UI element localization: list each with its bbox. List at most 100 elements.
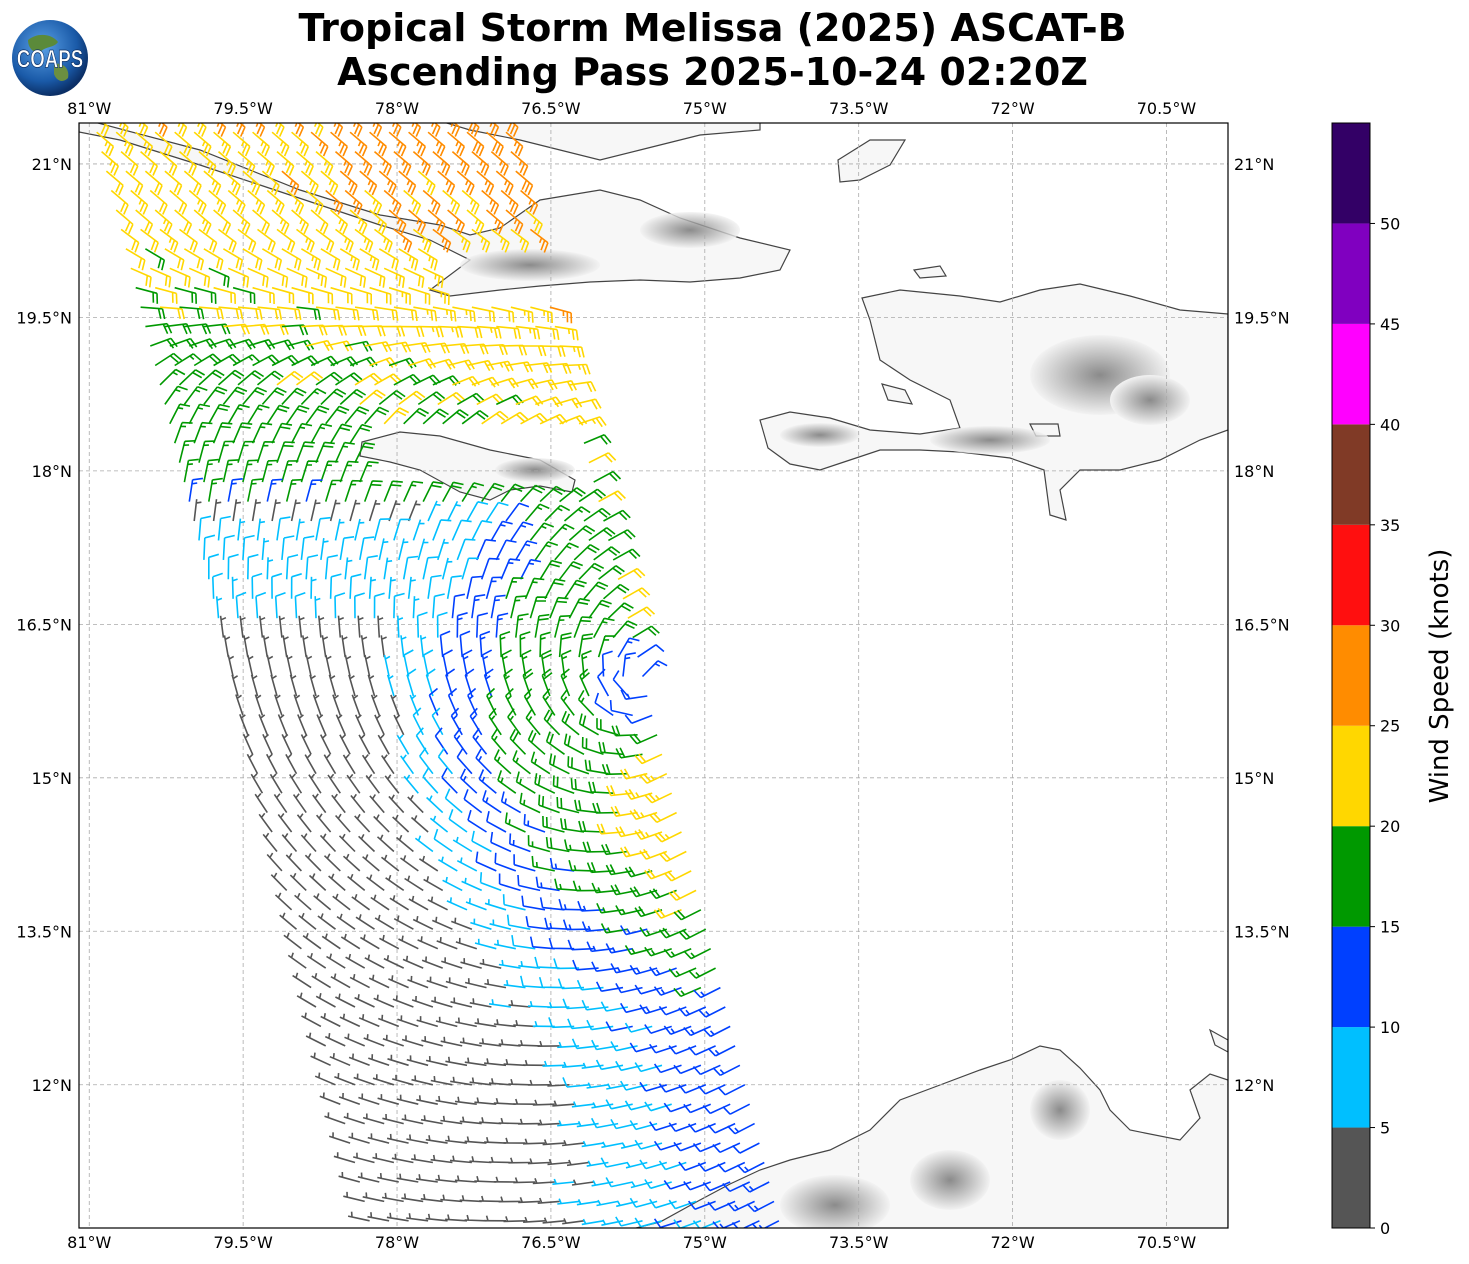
wind-barb xyxy=(357,615,364,638)
wind-barb xyxy=(644,792,673,804)
wind-barb xyxy=(548,753,570,775)
wind-barb xyxy=(179,228,198,253)
wind-barb xyxy=(513,1020,536,1028)
wind-barb xyxy=(387,1054,409,1067)
wind-barb xyxy=(644,1101,672,1112)
wind-barb xyxy=(388,794,405,814)
wind-barb xyxy=(534,613,550,638)
wind-barb xyxy=(305,479,323,502)
wind-barb xyxy=(193,421,213,444)
wind-barb xyxy=(617,637,640,658)
wind-barb xyxy=(583,581,609,600)
wind-barb xyxy=(431,996,453,1008)
wind-barb xyxy=(427,500,441,522)
wind-barb xyxy=(159,368,186,386)
wind-barb xyxy=(588,452,617,464)
wind-barb xyxy=(374,306,399,321)
wind-barb xyxy=(344,406,370,425)
wind-barb xyxy=(285,753,298,775)
wind-barb xyxy=(285,852,302,872)
wind-barb xyxy=(523,814,546,833)
wind-barb xyxy=(312,793,327,814)
wind-barb xyxy=(345,340,373,352)
wind-barb xyxy=(418,325,444,338)
wind-barb xyxy=(620,1142,643,1149)
wind-barb xyxy=(197,123,207,137)
wind-barb xyxy=(227,654,235,677)
wind-barb xyxy=(440,1036,463,1047)
wind-barb xyxy=(282,635,289,658)
wind-barb xyxy=(326,953,346,969)
wind-barb xyxy=(520,345,547,357)
lon-tick-label: 73.5°W xyxy=(829,99,889,118)
wind-barb xyxy=(374,714,385,736)
wind-barb xyxy=(562,1061,585,1068)
wind-barb xyxy=(349,209,368,235)
wind-barb xyxy=(297,714,307,736)
wind-barbs xyxy=(96,123,780,1228)
wind-barb xyxy=(362,1192,385,1203)
wind-barb xyxy=(568,525,596,541)
wind-barb xyxy=(531,855,555,872)
wind-barb xyxy=(436,937,458,950)
wind-barb xyxy=(407,794,424,814)
wind-barb xyxy=(373,592,385,619)
wind-barb xyxy=(246,753,259,775)
wind-barb xyxy=(581,1218,604,1226)
wind-barb xyxy=(479,958,502,969)
wind-barb xyxy=(359,536,375,561)
wind-barb xyxy=(412,707,424,736)
wind-barb xyxy=(362,1113,385,1125)
wind-barb xyxy=(178,440,196,463)
title-line-2: Ascending Pass 2025-10-24 02:20Z xyxy=(337,50,1088,94)
wind-barb xyxy=(145,322,173,335)
wind-barb xyxy=(634,1139,663,1150)
wind-barb xyxy=(359,389,386,406)
wind-barb xyxy=(500,411,529,425)
wind-barb xyxy=(639,1081,668,1092)
wind-barb xyxy=(658,1160,687,1171)
wind-barb xyxy=(149,267,172,288)
wind-barb xyxy=(227,478,243,502)
wind-barb xyxy=(330,131,349,157)
wind-barb xyxy=(339,460,359,483)
wind-barb xyxy=(351,894,371,911)
wind-barb xyxy=(169,189,188,215)
wind-barb xyxy=(373,994,395,1008)
wind-barb xyxy=(315,306,341,321)
wind-barb xyxy=(276,150,295,176)
wind-barb xyxy=(408,286,431,305)
wind-barb xyxy=(335,306,360,321)
wind-barb xyxy=(367,1212,390,1222)
wind-barb xyxy=(634,906,663,918)
wind-barb xyxy=(222,248,244,271)
wind-barb xyxy=(412,519,425,541)
wind-barb xyxy=(228,338,256,350)
wind-barb xyxy=(398,170,417,196)
wind-barb xyxy=(334,592,346,619)
wind-barb xyxy=(406,668,417,697)
wind-barb xyxy=(416,1095,438,1105)
wind-barb xyxy=(483,1215,507,1222)
wind-barb xyxy=(451,228,471,253)
wind-barb xyxy=(354,518,365,541)
wind-barb xyxy=(334,518,345,541)
wind-barb xyxy=(529,228,549,253)
wind-barb xyxy=(639,772,668,784)
wind-barb xyxy=(300,833,317,853)
wind-barb xyxy=(368,499,381,522)
lon-tick-label: 78°W xyxy=(375,99,419,118)
wind-barb xyxy=(403,189,422,215)
wind-barb xyxy=(101,150,120,176)
wind-barb xyxy=(310,286,334,305)
wind-barb xyxy=(461,557,479,580)
wind-barb xyxy=(276,441,295,463)
wind-barb xyxy=(397,615,404,638)
wind-barb xyxy=(535,396,563,408)
wind-barb xyxy=(330,973,351,989)
wind-barb xyxy=(419,747,434,775)
wind-barb xyxy=(624,866,653,878)
wind-barb xyxy=(256,150,275,176)
wind-barb xyxy=(203,534,216,560)
wind-barb xyxy=(310,1052,331,1067)
